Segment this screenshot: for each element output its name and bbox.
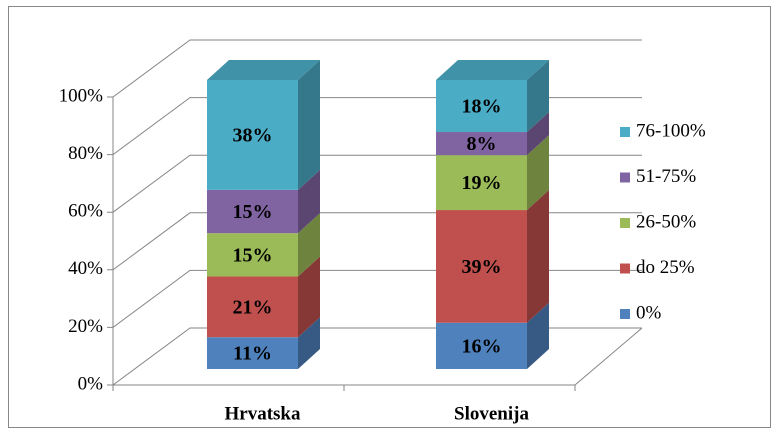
legend-swatch [620,263,630,274]
legend-label: 0% [636,302,662,323]
bar-front [436,210,527,323]
x-tick-label: Slovenija [454,403,529,424]
y-tick-label: 0% [78,373,104,394]
bar-segment [207,60,320,190]
bar-segment [207,213,320,277]
legend-label: do 25% [636,257,695,278]
bar-side [298,169,320,234]
data-label: 18% [462,96,502,118]
bar-front [436,132,527,156]
grid-line [107,97,642,156]
data-label: 16% [462,335,502,357]
bar-front [436,155,527,211]
chart-border [8,6,771,428]
bar-front [436,80,527,133]
bar-side [298,256,320,338]
bar-segment [436,60,549,133]
bar-side [298,213,320,277]
data-label: 21% [233,296,273,318]
bar-front [207,233,298,277]
grid-line [107,212,642,271]
bar-side [527,302,549,369]
bar-top [207,60,320,80]
bar-side [527,190,549,323]
legend-swatch [620,309,630,319]
bar-segment [207,256,320,338]
legend-label: 26-50% [636,211,696,232]
y-tick-label: 60% [68,201,103,222]
bar-side [527,112,549,156]
grid-line [107,327,642,386]
bar-segment [436,190,549,323]
bar-segment [436,112,549,156]
bar-top [436,60,549,80]
grid-line [107,39,642,98]
grid-line [107,269,642,328]
bar-side [298,317,320,369]
legend-swatch [620,172,630,183]
data-label: 11% [233,343,272,365]
data-label: 38% [233,125,273,147]
data-label: 15% [233,201,273,223]
y-tick-label: 20% [68,316,103,337]
legend-swatch [620,127,630,137]
y-tick-label: 40% [68,258,103,279]
bar-front [436,322,527,369]
legend-label: 51-75% [636,166,696,187]
legend-swatch [620,218,630,228]
y-tick-label: 100% [59,85,104,106]
data-label: 15% [233,244,273,266]
bar-front [207,337,298,369]
y-tick-label: 80% [68,143,103,164]
bar-side [298,60,320,190]
data-label: 39% [462,256,502,278]
legend-label: 76-100% [636,120,706,141]
bar-segment [436,302,549,369]
data-label: 8% [467,133,497,155]
bar-front [207,276,298,338]
data-label: 19% [462,172,502,194]
bar-segment [436,135,549,211]
x-tick-label: Hrvatska [225,403,302,424]
bar-side [527,135,549,211]
bar-segment [207,169,320,234]
bar-segment [207,317,320,369]
bar-front [207,189,298,234]
floor [113,327,643,386]
grid-line [107,154,642,213]
bar-front [207,80,298,190]
bar-side [527,60,549,133]
